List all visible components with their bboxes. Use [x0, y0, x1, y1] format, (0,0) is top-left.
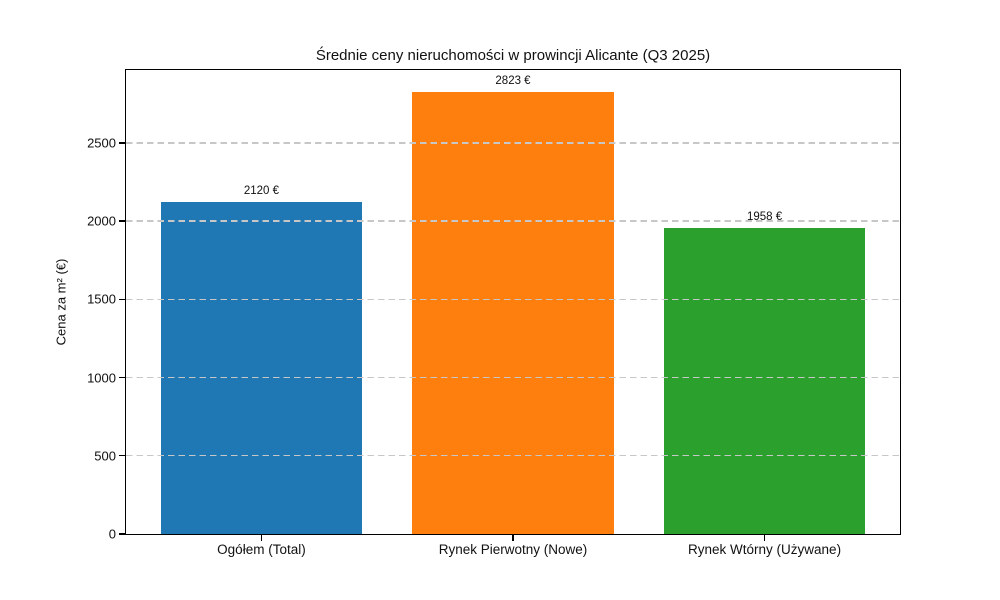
y-tick-mark	[119, 142, 125, 144]
y-tick-label: 500	[94, 448, 116, 464]
bar-value-label: 2823 €	[495, 75, 531, 88]
gridline	[126, 455, 900, 457]
y-tick-label: 0	[108, 526, 116, 542]
bar-2	[412, 92, 614, 534]
grid-layer	[126, 70, 900, 534]
bar-value-label: 2120 €	[243, 185, 280, 198]
gridline	[126, 220, 900, 222]
y-tick-label: 1500	[87, 291, 116, 307]
plot-area: 2120 €2823 €1958 € 0 500 1000 1500 2000 2500 …	[87, 69, 901, 557]
chart-title: Średnie ceny nieruchomości w prowincji A…	[315, 47, 711, 64]
bar-value-label: 1958 €	[746, 210, 783, 223]
y-tick-mark	[119, 220, 125, 222]
x-tick-mark	[260, 535, 263, 541]
bar-1	[160, 202, 363, 534]
x-tick-mark	[512, 535, 514, 541]
y-tick-label: 1000	[87, 370, 116, 386]
y-axis-label: Cena za m² (€)	[53, 258, 69, 346]
y-axis-ticks: 0 500 1000 1500 2000 2500	[87, 70, 900, 542]
y-tick-label: 2500	[87, 135, 116, 151]
bar-3	[663, 227, 866, 534]
gridline	[126, 298, 900, 300]
y-tick-mark	[119, 298, 125, 300]
y-tick-mark	[119, 533, 125, 535]
y-tick-label: 2000	[87, 213, 116, 229]
x-axis-ticks: Ogółem (Total) Rynek Pierwotny (Nowe) Ryne…	[126, 70, 900, 557]
x-tick-mark	[763, 535, 766, 541]
gridline	[126, 142, 900, 144]
gridline	[126, 376, 900, 379]
x-tick-label: Rynek Wtórny (Używane)	[688, 542, 842, 557]
y-tick-mark	[119, 376, 125, 379]
x-tick-label: Ogółem (Total)	[217, 542, 306, 557]
bars-layer: 2120 € 2823 € 1958 €	[126, 70, 900, 534]
x-tick-label: Rynek Pierwotny (Nowe)	[438, 542, 588, 557]
y-tick-mark	[119, 455, 125, 457]
